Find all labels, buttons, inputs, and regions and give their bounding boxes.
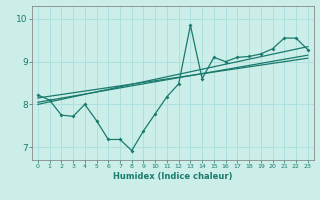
- X-axis label: Humidex (Indice chaleur): Humidex (Indice chaleur): [113, 172, 233, 181]
